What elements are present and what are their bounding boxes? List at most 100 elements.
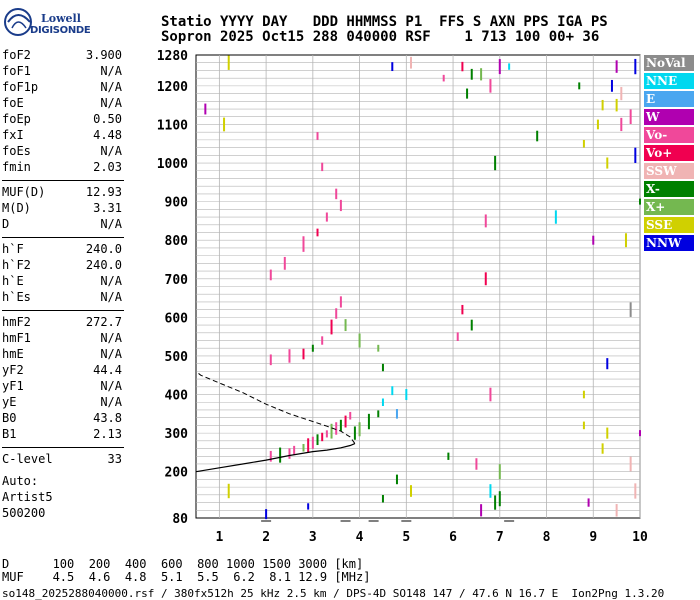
muf-row: MUF 4.5 4.6 4.8 5.1 5.5 6.2 8.1 12.9 [MH… bbox=[2, 570, 371, 584]
trace-point bbox=[391, 62, 394, 72]
trace-point bbox=[624, 233, 627, 248]
param-name: h`F2 bbox=[2, 258, 31, 272]
trace-point bbox=[592, 235, 595, 245]
trace-point bbox=[494, 155, 497, 171]
param-name: h`F bbox=[2, 242, 24, 256]
trace-point bbox=[620, 86, 623, 101]
trace-point bbox=[489, 387, 492, 402]
param-row: C-level 33 bbox=[2, 452, 122, 468]
trace-point bbox=[335, 422, 338, 435]
param-name: hmF2 bbox=[2, 315, 31, 329]
param-value: 4.48 bbox=[93, 128, 122, 142]
trace-point bbox=[461, 61, 464, 72]
param-name: h`Es bbox=[2, 290, 31, 304]
param-name: foEs bbox=[2, 144, 31, 158]
panel-separator bbox=[2, 180, 124, 181]
legend-item-e: E bbox=[644, 91, 694, 107]
param-row: h`F 240.0 bbox=[2, 242, 122, 258]
x-tick-label: 9 bbox=[589, 530, 597, 545]
trace-point bbox=[639, 198, 641, 205]
param-name: foF2 bbox=[2, 48, 31, 62]
logo-emblem-icon bbox=[4, 8, 32, 36]
param-row: foF2 3.900 bbox=[2, 48, 122, 64]
trace-point bbox=[634, 147, 637, 163]
trace-point bbox=[358, 333, 361, 348]
legend-item-ssw: SSW bbox=[644, 163, 694, 179]
profile-curve bbox=[195, 443, 356, 473]
trace-point bbox=[606, 358, 609, 370]
trace-point bbox=[307, 438, 310, 453]
trace-point bbox=[288, 448, 291, 459]
param-row: hmF2 272.7 bbox=[2, 315, 122, 331]
trace-point bbox=[395, 409, 398, 419]
trace-point bbox=[204, 103, 207, 115]
trace-point bbox=[283, 256, 286, 270]
param-name: yE bbox=[2, 395, 17, 409]
param-value: 0.50 bbox=[93, 112, 122, 126]
panel-separator bbox=[2, 447, 124, 448]
param-name: h`E bbox=[2, 274, 24, 288]
param-name: foE bbox=[2, 96, 24, 110]
param-row: D N/A bbox=[2, 217, 122, 233]
trace-point bbox=[442, 74, 445, 82]
param-name: foF1p bbox=[2, 80, 39, 94]
trace-point bbox=[349, 411, 352, 420]
trace-point bbox=[227, 55, 230, 70]
param-value: 240.0 bbox=[85, 258, 122, 272]
trace-point bbox=[330, 319, 333, 335]
y-tick-label: 1100 bbox=[157, 118, 188, 133]
logo-line1: Lowell bbox=[41, 12, 81, 25]
param-row: hmE N/A bbox=[2, 347, 122, 363]
trace-point bbox=[367, 413, 370, 430]
trace-point bbox=[330, 423, 333, 439]
trace-point bbox=[279, 447, 282, 463]
trace-point bbox=[377, 344, 380, 352]
trace-point bbox=[288, 349, 291, 363]
trace-point bbox=[377, 410, 380, 418]
param-value: N/A bbox=[100, 80, 122, 94]
param-value: 272.7 bbox=[85, 315, 122, 329]
trace-point bbox=[321, 336, 324, 345]
param-row: B1 2.13 bbox=[2, 427, 122, 443]
trace-point bbox=[480, 68, 483, 81]
panel-separator bbox=[2, 310, 124, 311]
param-name: fxI bbox=[2, 128, 24, 142]
trace-point bbox=[634, 483, 637, 499]
param-row: foF1p N/A bbox=[2, 80, 122, 96]
y-tick-label: 400 bbox=[165, 389, 189, 404]
trace-point bbox=[447, 452, 450, 460]
trace-point bbox=[395, 474, 398, 485]
auto-artist: Artist5 bbox=[2, 490, 53, 504]
trace-point bbox=[307, 503, 310, 510]
x-tick-label: 5 bbox=[402, 530, 410, 545]
legend-item-noval: NoVal bbox=[644, 55, 694, 71]
trace-point bbox=[311, 344, 314, 352]
trace-point bbox=[615, 60, 618, 73]
y-tick-label: 80 bbox=[172, 512, 188, 527]
trace-point bbox=[325, 212, 328, 222]
y-tick-label: 800 bbox=[165, 234, 189, 249]
trace-point bbox=[508, 63, 511, 70]
param-value: 2.03 bbox=[93, 160, 122, 174]
header-values: Sopron 2025 Oct15 288 040000 RSF 1 713 1… bbox=[161, 29, 600, 45]
trace-point bbox=[498, 491, 501, 507]
trace-point bbox=[335, 308, 338, 319]
param-value: N/A bbox=[100, 331, 122, 345]
trace-point bbox=[302, 443, 305, 452]
trace-point bbox=[381, 363, 384, 372]
panel-separator bbox=[2, 237, 124, 238]
dashed-curve bbox=[195, 371, 356, 444]
trace-point bbox=[265, 509, 268, 520]
param-name: D bbox=[2, 217, 10, 231]
param-value: N/A bbox=[100, 379, 122, 393]
y-tick-label: 600 bbox=[165, 311, 189, 326]
param-row: foEp 0.50 bbox=[2, 112, 122, 128]
param-row: fmin 2.03 bbox=[2, 160, 122, 176]
trace-point bbox=[470, 68, 473, 80]
param-name: foEp bbox=[2, 112, 31, 126]
trace-point bbox=[409, 56, 412, 69]
trace-point bbox=[596, 119, 599, 130]
trace-point bbox=[601, 443, 604, 454]
trace-point bbox=[582, 421, 585, 430]
